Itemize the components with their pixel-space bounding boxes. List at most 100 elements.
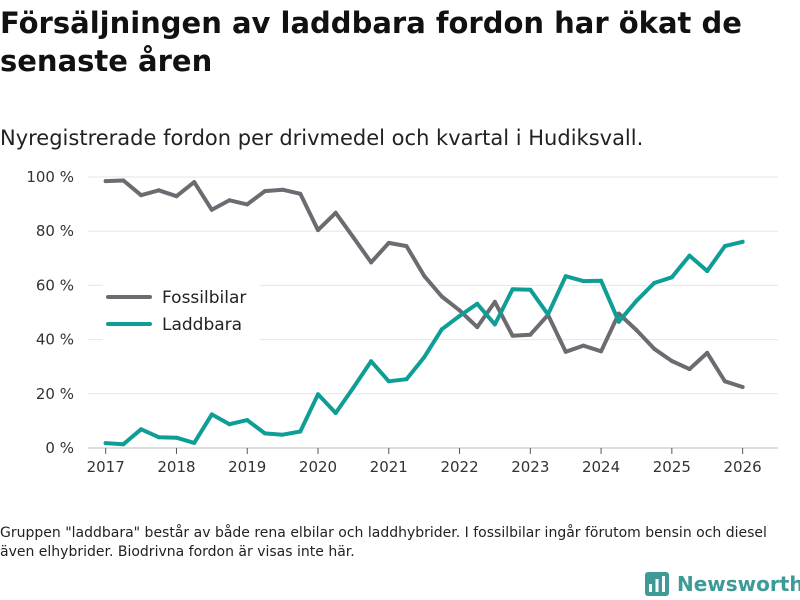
data-point-laddbara	[156, 435, 161, 440]
chart-title: Försäljningen av laddbara fordon har öka…	[0, 6, 742, 78]
data-point-fossilbilar	[351, 235, 356, 240]
data-point-fossilbilar	[386, 240, 391, 245]
data-point-fossilbilar	[687, 367, 692, 372]
data-point-fossilbilar	[227, 198, 232, 203]
data-point-fossilbilar	[740, 385, 745, 389]
data-point-fossilbilar	[634, 328, 639, 333]
data-point-fossilbilar	[652, 346, 657, 351]
data-point-laddbara	[422, 355, 427, 360]
data-point-fossilbilar	[121, 178, 126, 183]
brand-logo: Newsworthy	[645, 568, 800, 600]
data-point-laddbara	[669, 275, 674, 280]
x-tick-label: 2018	[157, 458, 195, 476]
data-point-laddbara	[369, 359, 374, 364]
data-point-laddbara	[563, 274, 568, 279]
data-point-laddbara	[245, 418, 250, 423]
data-point-laddbara	[528, 287, 533, 292]
data-point-laddbara	[333, 411, 338, 415]
x-tick-label: 2019	[228, 458, 266, 476]
data-point-laddbara	[298, 429, 303, 434]
x-tick-label: 2020	[299, 458, 337, 476]
x-axis: 2017 2018 2019 2020 2021 2022 2023 2024 2025 2026	[87, 448, 762, 476]
data-point-fossilbilar	[422, 273, 427, 278]
data-point-laddbara	[492, 322, 497, 327]
data-point-laddbara	[722, 244, 727, 249]
data-point-laddbara	[652, 281, 657, 285]
data-point-laddbara	[404, 377, 409, 382]
data-point-laddbara	[510, 287, 515, 292]
data-point-fossilbilar	[369, 260, 374, 265]
legend-background	[103, 281, 260, 343]
data-point-fossilbilar	[404, 244, 409, 249]
data-point-fossilbilar	[492, 299, 497, 304]
data-point-laddbara	[121, 442, 126, 447]
footnote: Gruppen "laddbara" består av både rena e…	[0, 525, 767, 560]
data-point-laddbara	[192, 440, 197, 445]
bar-chart-icon	[645, 572, 669, 596]
x-tick-label: 2017	[87, 458, 125, 476]
x-tick-label: 2023	[511, 458, 549, 476]
data-point-laddbara	[439, 327, 444, 332]
data-point-laddbara	[139, 427, 144, 432]
data-point-fossilbilar	[563, 349, 568, 354]
data-point-laddbara	[209, 412, 214, 417]
data-point-fossilbilar	[245, 202, 250, 207]
data-point-fossilbilar	[209, 207, 214, 212]
data-point-laddbara	[351, 385, 356, 390]
x-tick-label: 2024	[582, 458, 620, 476]
data-point-fossilbilar	[669, 359, 674, 363]
y-axis: 0 % 20 % 40 % 60 % 80 % 100 %	[26, 168, 74, 457]
x-tick-label: 2025	[653, 458, 691, 476]
data-point-fossilbilar	[457, 308, 462, 313]
data-point-laddbara	[687, 253, 692, 258]
line-chart: 0 % 20 % 40 % 60 % 80 % 100 % 2017 2018 2019 202…	[26, 168, 778, 476]
data-point-fossilbilar	[722, 379, 727, 384]
data-point-laddbara	[740, 239, 745, 244]
data-point-laddbara	[581, 279, 586, 284]
x-tick-label: 2026	[724, 458, 762, 476]
data-point-laddbara	[546, 312, 550, 317]
legend-label-laddbara: Laddbara	[162, 315, 242, 335]
data-point-laddbara	[280, 432, 285, 437]
data-point-fossilbilar	[103, 179, 108, 184]
data-point-fossilbilar	[280, 187, 285, 192]
data-point-laddbara	[634, 298, 639, 303]
data-point-laddbara	[262, 431, 267, 436]
data-point-laddbara	[316, 392, 320, 397]
data-point-fossilbilar	[156, 188, 161, 193]
data-point-fossilbilar	[139, 193, 144, 198]
y-tick-label: 40 %	[36, 331, 74, 349]
data-point-fossilbilar	[705, 350, 710, 355]
brand-name: Newsworthy	[677, 572, 800, 596]
legend-label-fossilbilar: Fossilbilar	[162, 288, 246, 308]
data-point-fossilbilar	[581, 343, 586, 348]
data-point-laddbara	[386, 379, 391, 384]
series-group	[103, 178, 745, 447]
data-point-fossilbilar	[262, 189, 267, 194]
data-point-laddbara	[457, 314, 462, 318]
x-tick-label: 2021	[370, 458, 408, 476]
y-tick-label: 60 %	[36, 276, 74, 294]
data-point-laddbara	[103, 441, 108, 446]
legend: Fossilbilar Laddbara	[103, 281, 260, 343]
data-point-fossilbilar	[475, 325, 480, 330]
data-point-fossilbilar	[333, 210, 338, 215]
y-tick-label: 100 %	[26, 168, 74, 186]
data-point-fossilbilar	[528, 332, 533, 337]
data-point-fossilbilar	[316, 228, 320, 233]
data-point-laddbara	[475, 301, 480, 306]
data-point-laddbara	[174, 435, 179, 440]
y-tick-label: 20 %	[36, 385, 74, 403]
x-tick-label: 2022	[440, 458, 478, 476]
data-point-laddbara	[599, 278, 604, 283]
data-point-fossilbilar	[298, 191, 303, 196]
data-point-laddbara	[705, 269, 710, 273]
data-point-fossilbilar	[510, 333, 515, 338]
y-tick-label: 80 %	[36, 222, 74, 240]
y-tick-label: 0 %	[45, 439, 74, 457]
data-point-fossilbilar	[174, 194, 179, 199]
chart-subtitle: Nyregistrerade fordon per drivmedel och …	[0, 126, 644, 150]
data-point-fossilbilar	[439, 294, 444, 299]
data-point-laddbara	[616, 319, 621, 324]
data-point-fossilbilar	[599, 349, 604, 354]
